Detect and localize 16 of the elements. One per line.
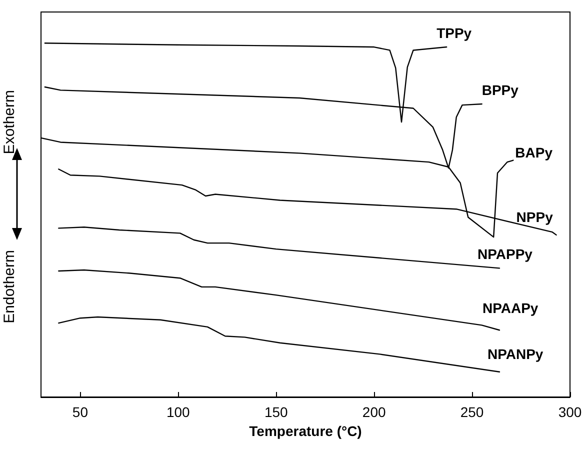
x-tick-label: 200: [362, 404, 386, 420]
x-tick-label: 300: [558, 404, 582, 420]
y-axis-title: Exotherm: [1, 90, 18, 154]
series-label: NPAAPy: [482, 300, 538, 316]
x-tick-label: 100: [166, 404, 190, 420]
x-axis-title: Temperature (°C): [249, 422, 362, 439]
series-label: TPPy: [436, 25, 472, 42]
x-tick-label: 250: [460, 404, 484, 420]
series-label: NPPy: [516, 208, 554, 225]
text: Endotherm: [1, 250, 18, 324]
series-label: NPAPPy: [477, 246, 533, 262]
series-label: BPPy: [482, 82, 519, 98]
series-label: BAPy: [515, 144, 553, 160]
x-tick-label: 150: [264, 404, 288, 420]
series-label: NPANPy: [487, 346, 544, 362]
x-tick-label: 50: [72, 404, 88, 420]
